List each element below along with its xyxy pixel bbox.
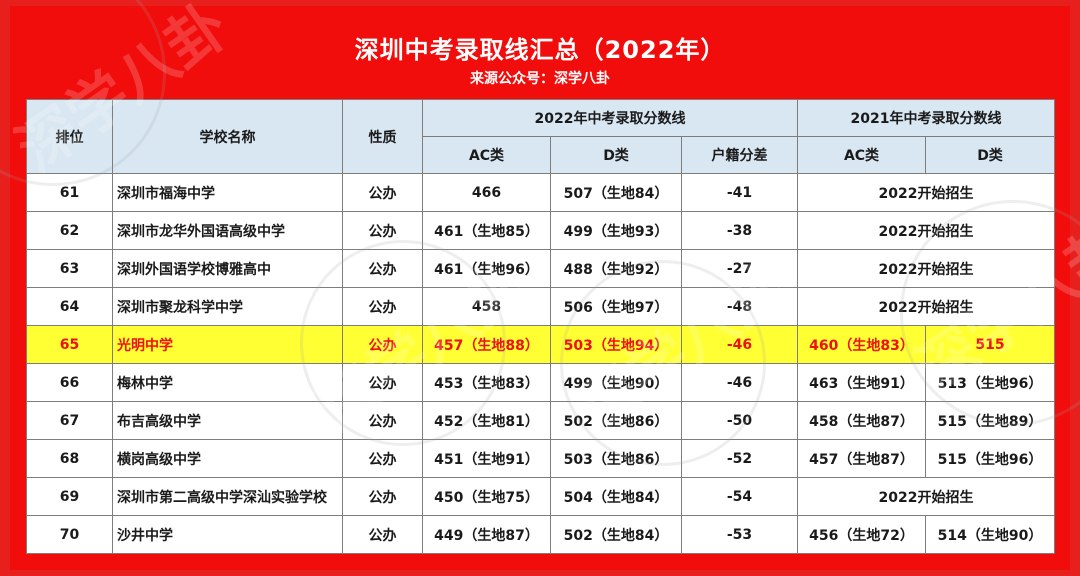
cell-school: 深圳市龙华外国语高级中学 — [112, 211, 343, 250]
cell-type: 公办 — [342, 249, 423, 288]
header-ac-2022: AC类 — [422, 136, 551, 174]
table-row: 69 深圳市第二高级中学深汕实验学校 公办 450（生地75） 504（生地84） -54… — [26, 477, 1055, 516]
cell-school: 沙井中学 — [112, 515, 343, 554]
cell-ac-2022: 458 — [422, 287, 551, 326]
cell-school: 光明中学 — [112, 325, 343, 364]
cell-rank: 69 — [26, 477, 113, 516]
cell-rank: 67 — [26, 401, 113, 440]
cell-d-2022: 502（生地86） — [550, 401, 682, 440]
cell-rank: 66 — [26, 363, 113, 402]
page-subtitle: 来源公众号：深学八卦 — [470, 71, 610, 87]
cell-type: 公办 — [342, 439, 423, 478]
table-row: 63 深圳外国语学校博雅高中 公办 461（生地96） 488（生地92） -27 2022… — [26, 249, 1055, 288]
table-row: 61 深圳市福海中学 公办 466 507（生地84） -41 2022开始招生 — [26, 173, 1055, 212]
cell-ac-2021: 463（生地91） — [797, 363, 926, 402]
cell-d-2021: 515 — [925, 325, 1055, 364]
table-row: 70 沙井中学 公办 449（生地87） 502（生地84） -53 456（生地72） 51… — [26, 515, 1055, 554]
header-group-2022: 2022年中考录取分数线 — [422, 99, 798, 137]
cell-diff: -46 — [681, 363, 798, 402]
cell-diff: -53 — [681, 515, 798, 554]
cell-school: 深圳市第二高级中学深汕实验学校 — [112, 477, 343, 516]
header-ac-2021: AC类 — [797, 136, 926, 174]
cell-d-2021: 513（生地96） — [925, 363, 1055, 402]
cell-rank: 68 — [26, 439, 113, 478]
header-type: 性质 — [342, 99, 423, 174]
cell-ac-2022: 457（生地88） — [422, 325, 551, 364]
cell-ac-2022: 449（生地87） — [422, 515, 551, 554]
header-school: 学校名称 — [112, 99, 343, 174]
cell-school: 深圳市聚龙科学中学 — [112, 287, 343, 326]
cell-school: 横岗高级中学 — [112, 439, 343, 478]
cell-ac-2021: 460（生地83） — [797, 325, 926, 364]
cell-d-2022: 506（生地97） — [550, 287, 682, 326]
table-row: 68 横岗高级中学 公办 451（生地91） 503（生地86） -52 457（生地87）… — [26, 439, 1055, 478]
cell-type: 公办 — [342, 211, 423, 250]
cell-2021-merged: 2022开始招生 — [797, 249, 1055, 288]
cell-diff: -54 — [681, 477, 798, 516]
cell-diff: -48 — [681, 287, 798, 326]
cell-d-2022: 503（生地86） — [550, 439, 682, 478]
cell-diff: -46 — [681, 325, 798, 364]
header-diff: 户籍分差 — [681, 136, 798, 174]
cell-type: 公办 — [342, 287, 423, 326]
cell-rank: 65 — [26, 325, 113, 364]
cell-2021-merged: 2022开始招生 — [797, 287, 1055, 326]
cell-school: 深圳外国语学校博雅高中 — [112, 249, 343, 288]
table-row: 62 深圳市龙华外国语高级中学 公办 461（生地85） 499（生地93） -38 202… — [26, 211, 1055, 250]
cell-type: 公办 — [342, 363, 423, 402]
cell-type: 公办 — [342, 401, 423, 440]
cell-2021-merged: 2022开始招生 — [797, 477, 1055, 516]
score-table: 排位 学校名称 性质 2022年中考录取分数线 2021年中考录取分数线 AC类… — [26, 99, 1055, 554]
cell-ac-2022: 453（生地83） — [422, 363, 551, 402]
cell-type: 公办 — [342, 173, 423, 212]
header-d-2021: D类 — [925, 136, 1055, 174]
cell-rank: 61 — [26, 173, 113, 212]
table-row: 67 布吉高级中学 公办 452（生地81） 502（生地86） -50 458（生地87）… — [26, 401, 1055, 440]
cell-d-2022: 504（生地84） — [550, 477, 682, 516]
cell-ac-2022: 461（生地85） — [422, 211, 551, 250]
cell-type: 公办 — [342, 325, 423, 364]
header-group-2021: 2021年中考录取分数线 — [797, 99, 1055, 137]
cell-2021-merged: 2022开始招生 — [797, 173, 1055, 212]
table-body: 61 深圳市福海中学 公办 466 507（生地84） -41 2022开始招生 62 深圳市龙… — [26, 173, 1055, 554]
cell-diff: -38 — [681, 211, 798, 250]
cell-rank: 70 — [26, 515, 113, 554]
cell-d-2022: 499（生地90） — [550, 363, 682, 402]
page-title: 深圳中考录取线汇总（2022年） — [354, 36, 726, 64]
cell-rank: 62 — [26, 211, 113, 250]
cell-school: 布吉高级中学 — [112, 401, 343, 440]
table-row: 64 深圳市聚龙科学中学 公办 458 506（生地97） -48 2022开始招生 — [26, 287, 1055, 326]
cell-school: 深圳市福海中学 — [112, 173, 343, 212]
header-d-2022: D类 — [550, 136, 682, 174]
cell-ac-2021: 457（生地87） — [797, 439, 926, 478]
cell-ac-2022: 451（生地91） — [422, 439, 551, 478]
cell-2021-merged: 2022开始招生 — [797, 211, 1055, 250]
cell-rank: 64 — [26, 287, 113, 326]
cell-d-2021: 515（生地96） — [925, 439, 1055, 478]
cell-diff: -52 — [681, 439, 798, 478]
table-row: 65 光明中学 公办 457（生地88） 503（生地94） -46 460（生地83） 51… — [26, 325, 1055, 364]
cell-diff: -27 — [681, 249, 798, 288]
cell-d-2022: 503（生地94） — [550, 325, 682, 364]
cell-school: 梅林中学 — [112, 363, 343, 402]
cell-type: 公办 — [342, 515, 423, 554]
cell-d-2021: 515（生地89） — [925, 401, 1055, 440]
cell-d-2022: 502（生地84） — [550, 515, 682, 554]
cell-d-2022: 488（生地92） — [550, 249, 682, 288]
cell-ac-2022: 450（生地75） — [422, 477, 551, 516]
cell-ac-2022: 466 — [422, 173, 551, 212]
cell-ac-2022: 461（生地96） — [422, 249, 551, 288]
cell-ac-2021: 458（生地87） — [797, 401, 926, 440]
cell-ac-2022: 452（生地81） — [422, 401, 551, 440]
cell-rank: 63 — [26, 249, 113, 288]
cell-d-2022: 507（生地84） — [550, 173, 682, 212]
cell-ac-2021: 456（生地72） — [797, 515, 926, 554]
cell-d-2022: 499（生地93） — [550, 211, 682, 250]
header-rank: 排位 — [26, 99, 113, 174]
cell-type: 公办 — [342, 477, 423, 516]
table-row: 66 梅林中学 公办 453（生地83） 499（生地90） -46 463（生地91） 51… — [26, 363, 1055, 402]
cell-diff: -41 — [681, 173, 798, 212]
cell-d-2021: 514（生地90） — [925, 515, 1055, 554]
cell-diff: -50 — [681, 401, 798, 440]
